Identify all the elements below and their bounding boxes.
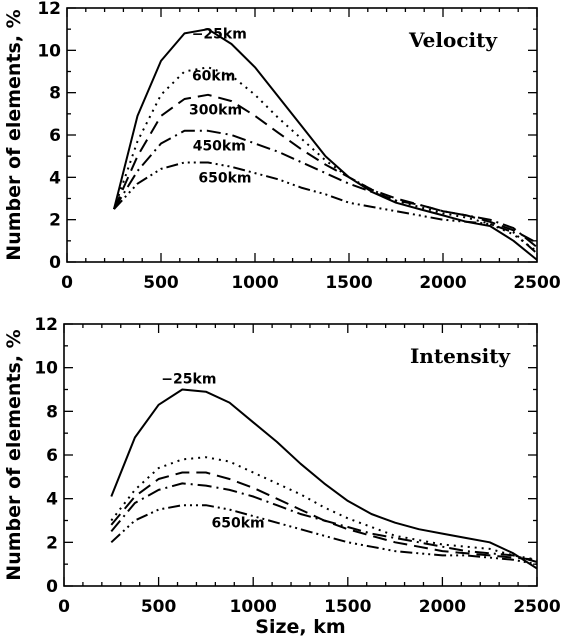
velocity-curve-label: 300km <box>189 103 242 119</box>
intensity-panel: 0 500 1000 1500 2000 2500 0 2 4 6 8 10 12 Number of e… <box>3 315 561 638</box>
velocity-curve-label: 650km <box>198 170 251 186</box>
intensity-y-tick-label: 2 <box>46 533 58 553</box>
velocity-series-line-solid <box>113 28 538 261</box>
intensity-x-axis-label: Size, km <box>255 616 345 638</box>
intensity-curve-label: −25km <box>161 372 216 388</box>
intensity-y-tick-label: 12 <box>34 315 58 335</box>
velocity-x-tick-label: 0 <box>61 273 73 293</box>
velocity-x-tick-label: 1000 <box>231 273 278 293</box>
velocity-y-tick-label: 12 <box>37 0 61 19</box>
velocity-x-tick-label: 2500 <box>513 273 560 293</box>
intensity-x-tick-label: 1500 <box>324 597 371 617</box>
intensity-panel-label: Intensity <box>410 344 511 368</box>
velocity-series-line-dashed <box>113 93 538 244</box>
intensity-y-axis-label: Number of elements, % <box>3 329 25 580</box>
intensity-series-line-solid <box>110 388 538 570</box>
intensity-x-tick-label: 2000 <box>419 597 466 617</box>
intensity-y-tick-label: 4 <box>46 490 58 510</box>
intensity-series-line-dashdot <box>110 482 538 563</box>
velocity-y-tick-label: 6 <box>49 126 61 146</box>
intensity-series-line-dashdotdotdot <box>110 504 538 566</box>
velocity-x-tick-label: 500 <box>143 273 179 293</box>
intensity-y-tick-label: 10 <box>34 359 58 379</box>
intensity-y-tick-label: 0 <box>46 577 58 597</box>
velocity-y-tick-label: 10 <box>37 41 61 61</box>
velocity-panel-label: Velocity <box>408 28 498 52</box>
intensity-x-tick-label: 0 <box>58 597 70 617</box>
intensity-y-tick-label: 6 <box>46 446 58 466</box>
velocity-y-tick-label: 8 <box>49 84 61 104</box>
velocity-series-line-dashdot <box>113 129 538 248</box>
velocity-x-tick-label: 2000 <box>419 273 466 293</box>
intensity-series-line-dotted <box>110 456 538 561</box>
intensity-curve-label: 650km <box>212 516 265 532</box>
intensity-x-tick-label: 1000 <box>230 597 277 617</box>
velocity-series-line-dashdotdotdot <box>113 161 538 255</box>
velocity-curve-label: 60km <box>192 69 235 85</box>
intensity-y-tick-label: 8 <box>46 402 58 422</box>
velocity-curve-label: −25km <box>192 26 247 42</box>
intensity-x-tick-label: 500 <box>141 597 177 617</box>
velocity-panel: 0 500 1000 1500 2000 2500 0 2 4 6 8 10 12 Number of e… <box>3 0 561 293</box>
intensity-x-tick-label: 2500 <box>513 597 560 617</box>
velocity-y-tick-label: 4 <box>49 168 61 188</box>
velocity-y-tick-label: 0 <box>49 253 61 273</box>
velocity-curve-label: 450km <box>193 139 246 155</box>
velocity-x-tick-label: 1500 <box>325 273 372 293</box>
velocity-y-axis-label: Number of elements, % <box>3 9 25 260</box>
velocity-y-tick-label: 2 <box>49 211 61 231</box>
